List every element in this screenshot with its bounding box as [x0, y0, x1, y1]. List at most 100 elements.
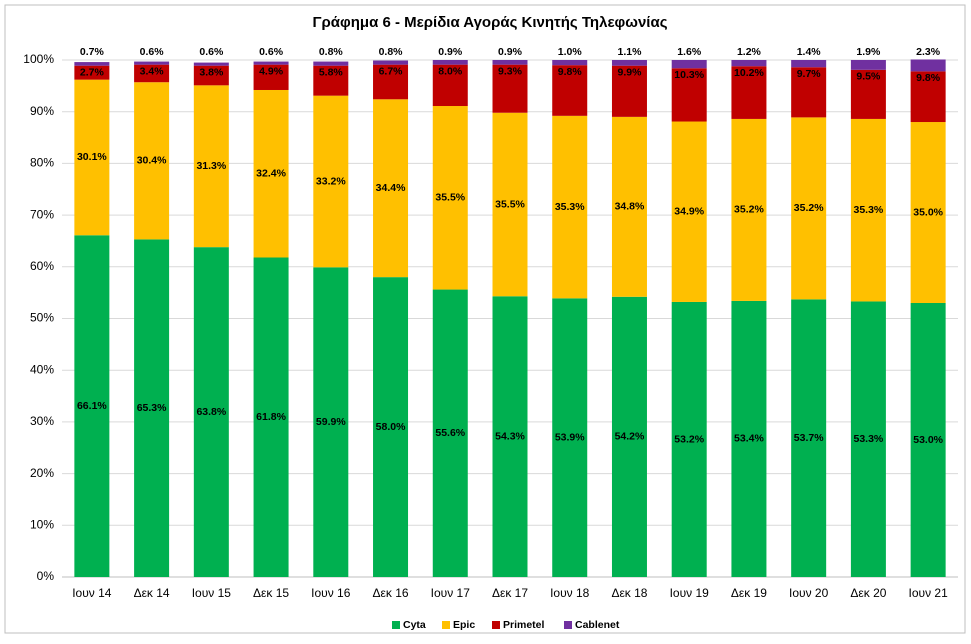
bar-segment: [611, 296, 647, 577]
data-label: 0.8%: [379, 46, 404, 58]
bar-segment: [74, 62, 110, 66]
bar-segment: [552, 115, 588, 299]
data-label: 34.4%: [376, 182, 406, 194]
y-tick-label: 80%: [30, 156, 54, 170]
bar-segment: [193, 85, 229, 248]
y-tick-label: 100%: [23, 52, 54, 66]
data-label: 6.7%: [379, 65, 404, 77]
data-label: 1.2%: [737, 46, 762, 58]
legend-label: Primetel: [503, 619, 545, 631]
data-label: 30.1%: [77, 151, 107, 163]
bar-segment: [74, 79, 110, 236]
bar-segment: [552, 298, 588, 577]
data-label: 1.9%: [856, 46, 881, 58]
data-label: 53.7%: [794, 432, 824, 444]
bar-segment: [910, 302, 946, 577]
bar-segment: [373, 60, 409, 65]
data-label: 61.8%: [256, 411, 286, 423]
bar-segment: [134, 239, 170, 578]
bar-segment: [611, 60, 647, 66]
data-label: 9.5%: [856, 71, 881, 83]
data-label: 0.7%: [80, 46, 105, 58]
bar-segment: [850, 301, 886, 577]
data-label: 53.3%: [854, 433, 884, 445]
y-tick-label: 30%: [30, 414, 54, 428]
bar-segment: [492, 112, 528, 297]
bar-segment: [432, 289, 468, 577]
bar-segment: [671, 60, 707, 69]
bar-segment: [791, 60, 827, 68]
data-label: 54.2%: [615, 431, 645, 443]
bar-segment: [193, 62, 229, 66]
data-label: 2.7%: [80, 66, 105, 78]
bar-segment: [193, 247, 229, 578]
bar-segment: [492, 60, 528, 65]
x-tick-label: Δεκ 15: [253, 586, 289, 600]
data-label: 0.6%: [259, 46, 284, 58]
bar-segment: [373, 64, 409, 100]
data-label: 66.1%: [77, 400, 107, 412]
data-label: 34.8%: [615, 201, 645, 213]
bar-segment: [552, 65, 588, 116]
data-label: 0.9%: [438, 46, 463, 58]
chart-title: Γράφημα 6 - Μερίδια Αγοράς Κινητής Τηλεφ…: [313, 14, 668, 31]
x-tick-label: Ιουν 15: [192, 586, 232, 600]
x-tick-label: Ιουν 14: [72, 586, 112, 600]
bar-segment: [74, 235, 110, 577]
bar-segment: [373, 99, 409, 278]
x-tick-label: Ιουν 19: [670, 586, 710, 600]
bar-segment: [253, 89, 289, 258]
data-label: 8.0%: [438, 65, 463, 77]
x-tick-label: Ιουν 16: [311, 586, 351, 600]
bar-segment: [731, 60, 767, 67]
bar-segment: [313, 61, 349, 66]
x-tick-label: Δεκ 19: [731, 586, 767, 600]
data-label: 53.0%: [913, 434, 943, 446]
bar-segment: [671, 121, 707, 302]
legend-swatch: [564, 621, 572, 629]
legend-swatch: [442, 621, 450, 629]
data-label: 59.9%: [316, 416, 346, 428]
bar-segment: [791, 117, 827, 300]
x-tick-label: Ιουν 17: [431, 586, 471, 600]
bar-segment: [910, 71, 946, 123]
x-tick-label: Ιουν 18: [550, 586, 590, 600]
bar-segment: [492, 64, 528, 113]
data-label: 35.5%: [495, 198, 525, 210]
data-label: 9.8%: [558, 66, 583, 78]
bar-segment: [671, 301, 707, 577]
data-label: 0.8%: [319, 46, 344, 58]
x-tick-label: Δεκ 16: [373, 586, 409, 600]
data-label: 9.7%: [797, 68, 822, 80]
data-label: 58.0%: [376, 421, 406, 433]
x-tick-label: Δεκ 14: [134, 586, 170, 600]
data-label: 10.2%: [734, 67, 764, 79]
bar-segment: [253, 257, 289, 577]
bar-segment: [313, 65, 349, 96]
data-label: 3.4%: [140, 65, 165, 77]
data-label: 33.2%: [316, 175, 346, 187]
data-label: 35.3%: [555, 201, 585, 213]
data-label: 35.2%: [734, 204, 764, 216]
bar-segment: [432, 60, 468, 65]
bar-segment: [193, 65, 229, 86]
data-label: 3.8%: [199, 66, 224, 78]
data-label: 2.3%: [916, 46, 941, 58]
bar-segment: [731, 66, 767, 119]
data-label: 35.5%: [435, 192, 465, 204]
data-label: 53.9%: [555, 431, 585, 443]
bar-segment: [313, 95, 349, 268]
data-label: 5.8%: [319, 66, 344, 78]
y-tick-label: 40%: [30, 362, 54, 376]
y-tick-label: 60%: [30, 259, 54, 273]
data-label: 35.2%: [794, 202, 824, 214]
bar-segment: [134, 64, 170, 83]
x-tick-label: Δεκ 17: [492, 586, 528, 600]
data-label: 63.8%: [196, 406, 226, 418]
data-label: 0.6%: [140, 46, 165, 58]
x-tick-label: Δεκ 20: [850, 586, 886, 600]
data-label: 10.3%: [674, 69, 704, 81]
legend-label: Epic: [453, 619, 475, 631]
data-label: 1.1%: [617, 46, 642, 58]
